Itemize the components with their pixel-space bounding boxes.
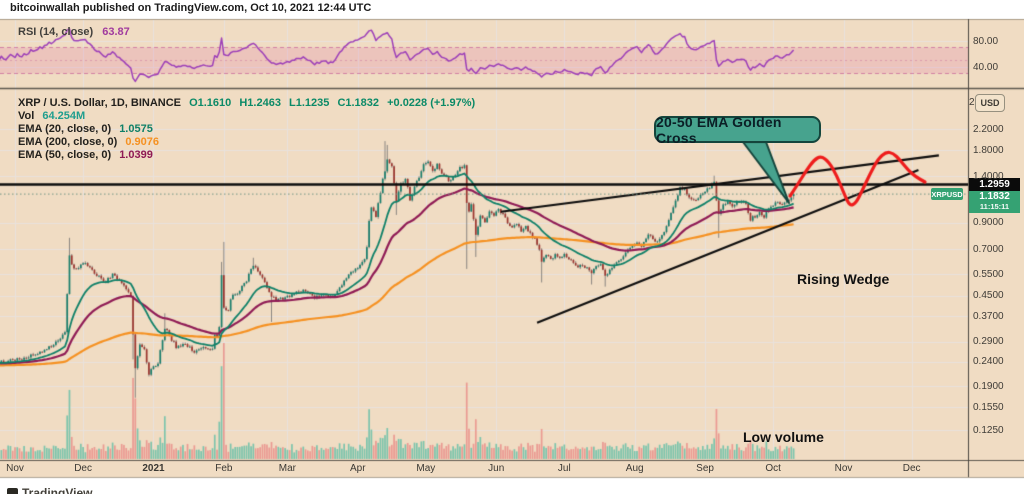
time-axis-label: 2021 bbox=[142, 463, 165, 474]
time-axis-label: Nov bbox=[834, 463, 853, 474]
price-tick-label: 0.2400 bbox=[973, 356, 1004, 368]
symbol-price-tag: XRPUSD bbox=[931, 188, 963, 201]
price-tick-label: 1.4000 bbox=[973, 170, 1004, 182]
price-tick-label: 0.1550 bbox=[973, 401, 1004, 413]
price-axis[interactable]: 2. USD 1.2959 1.1832 11:15:11 2.2000 1.80… bbox=[969, 19, 1024, 477]
ohlc-low: L1.1235 bbox=[289, 97, 330, 109]
time-axis-label: Dec bbox=[74, 463, 92, 474]
price-tick-label: 0.2900 bbox=[973, 336, 1004, 348]
time-axis-label: Jul bbox=[557, 463, 571, 474]
price-tick-label: 0.3700 bbox=[973, 310, 1004, 322]
rising-wedge-label: Rising Wedge bbox=[797, 271, 890, 287]
currency-toggle-button[interactable]: USD bbox=[975, 94, 1005, 112]
chart-legend: XRP / U.S. Dollar, 1D, BINANCE O1.1610 H… bbox=[18, 97, 480, 162]
time-axis-label: Feb bbox=[215, 463, 233, 474]
ema50-label: EMA (50, close, 0) bbox=[18, 149, 112, 161]
legend-ema200-row: EMA (200, close, 0) 0.9076 bbox=[18, 136, 480, 149]
price-tick-label: 0.9000 bbox=[973, 217, 1004, 229]
golden-cross-callout: 20-50 EMA Golden Cross bbox=[654, 113, 821, 146]
tradingview-watermark: TradingView bbox=[7, 486, 92, 494]
time-axis-label: Oct bbox=[765, 463, 781, 474]
ohlc-close: C1.1832 bbox=[337, 97, 380, 109]
legend-volume-row: Vol 64.254M bbox=[18, 110, 480, 123]
low-volume-label: Low volume bbox=[743, 429, 824, 445]
rsi-label: RSI (14, close) bbox=[18, 26, 94, 38]
time-axis-label: Dec bbox=[902, 463, 921, 474]
price-tick-label: 0.5500 bbox=[973, 268, 1004, 280]
ohlc-open: O1.1610 bbox=[189, 97, 232, 109]
price-tick-label: 2.2000 bbox=[973, 123, 1004, 135]
time-axis-label: May bbox=[416, 463, 436, 474]
time-axis-label: Sep bbox=[696, 463, 714, 474]
time-axis-label: Apr bbox=[349, 463, 366, 474]
volume-label: Vol bbox=[18, 110, 35, 122]
ema20-label: EMA (20, close, 0) bbox=[18, 123, 112, 135]
ema50-value: 1.0399 bbox=[119, 149, 153, 161]
price-tick-label: 1.8000 bbox=[973, 144, 1004, 156]
change-value: +0.0228 (+1.97%) bbox=[387, 97, 476, 109]
rsi-tick-label: 40.00 bbox=[973, 61, 999, 73]
time-axis-label: Nov bbox=[6, 463, 24, 474]
legend-ema20-row: EMA (20, close, 0) 1.0575 bbox=[18, 123, 480, 136]
price-line-badge: 1.2959 bbox=[969, 178, 1020, 192]
price-tick-top: 2. bbox=[969, 97, 978, 108]
ema20-value: 1.0575 bbox=[119, 123, 153, 135]
golden-cross-callout-text: 20-50 EMA Golden Cross bbox=[656, 113, 782, 146]
legend-symbol-row: XRP / U.S. Dollar, 1D, BINANCE O1.1610 H… bbox=[18, 97, 480, 110]
last-price-value: 1.1832 bbox=[979, 191, 1010, 203]
ema200-label: EMA (200, close, 0) bbox=[18, 136, 118, 148]
price-tick-label: 0.1900 bbox=[973, 380, 1004, 392]
price-tick-label: 0.7000 bbox=[973, 243, 1004, 255]
bar-countdown: 11:15:11 bbox=[979, 202, 1010, 212]
last-price-badge: 1.1832 11:15:11 bbox=[969, 191, 1020, 214]
price-tick-label: 0.1250 bbox=[973, 424, 1004, 436]
price-tick-label: 0.4500 bbox=[973, 290, 1004, 302]
symbol-title[interactable]: XRP / U.S. Dollar, 1D, BINANCE bbox=[18, 97, 182, 109]
time-axis[interactable]: Nov Dec 2021 Feb Mar Apr May Jun Jul Aug Sep Oct Nov… bbox=[0, 461, 968, 477]
rsi-tick-label: 80.00 bbox=[973, 35, 999, 47]
time-axis-label: Mar bbox=[278, 463, 297, 474]
tradingview-brand-text: TradingView bbox=[22, 486, 93, 494]
rsi-legend: RSI (14, close) 63.87 bbox=[18, 26, 130, 38]
volume-value: 64.254M bbox=[42, 110, 86, 122]
rsi-value: 63.87 bbox=[102, 26, 130, 38]
time-axis-label: Aug bbox=[625, 463, 644, 474]
time-axis-label: Jun bbox=[488, 463, 505, 474]
ohlc-high: H1.2463 bbox=[239, 97, 281, 109]
legend-ema50-row: EMA (50, close, 0) 1.0399 bbox=[18, 149, 480, 162]
ema200-value: 0.9076 bbox=[125, 136, 159, 148]
tradingview-logo-icon bbox=[7, 487, 18, 494]
